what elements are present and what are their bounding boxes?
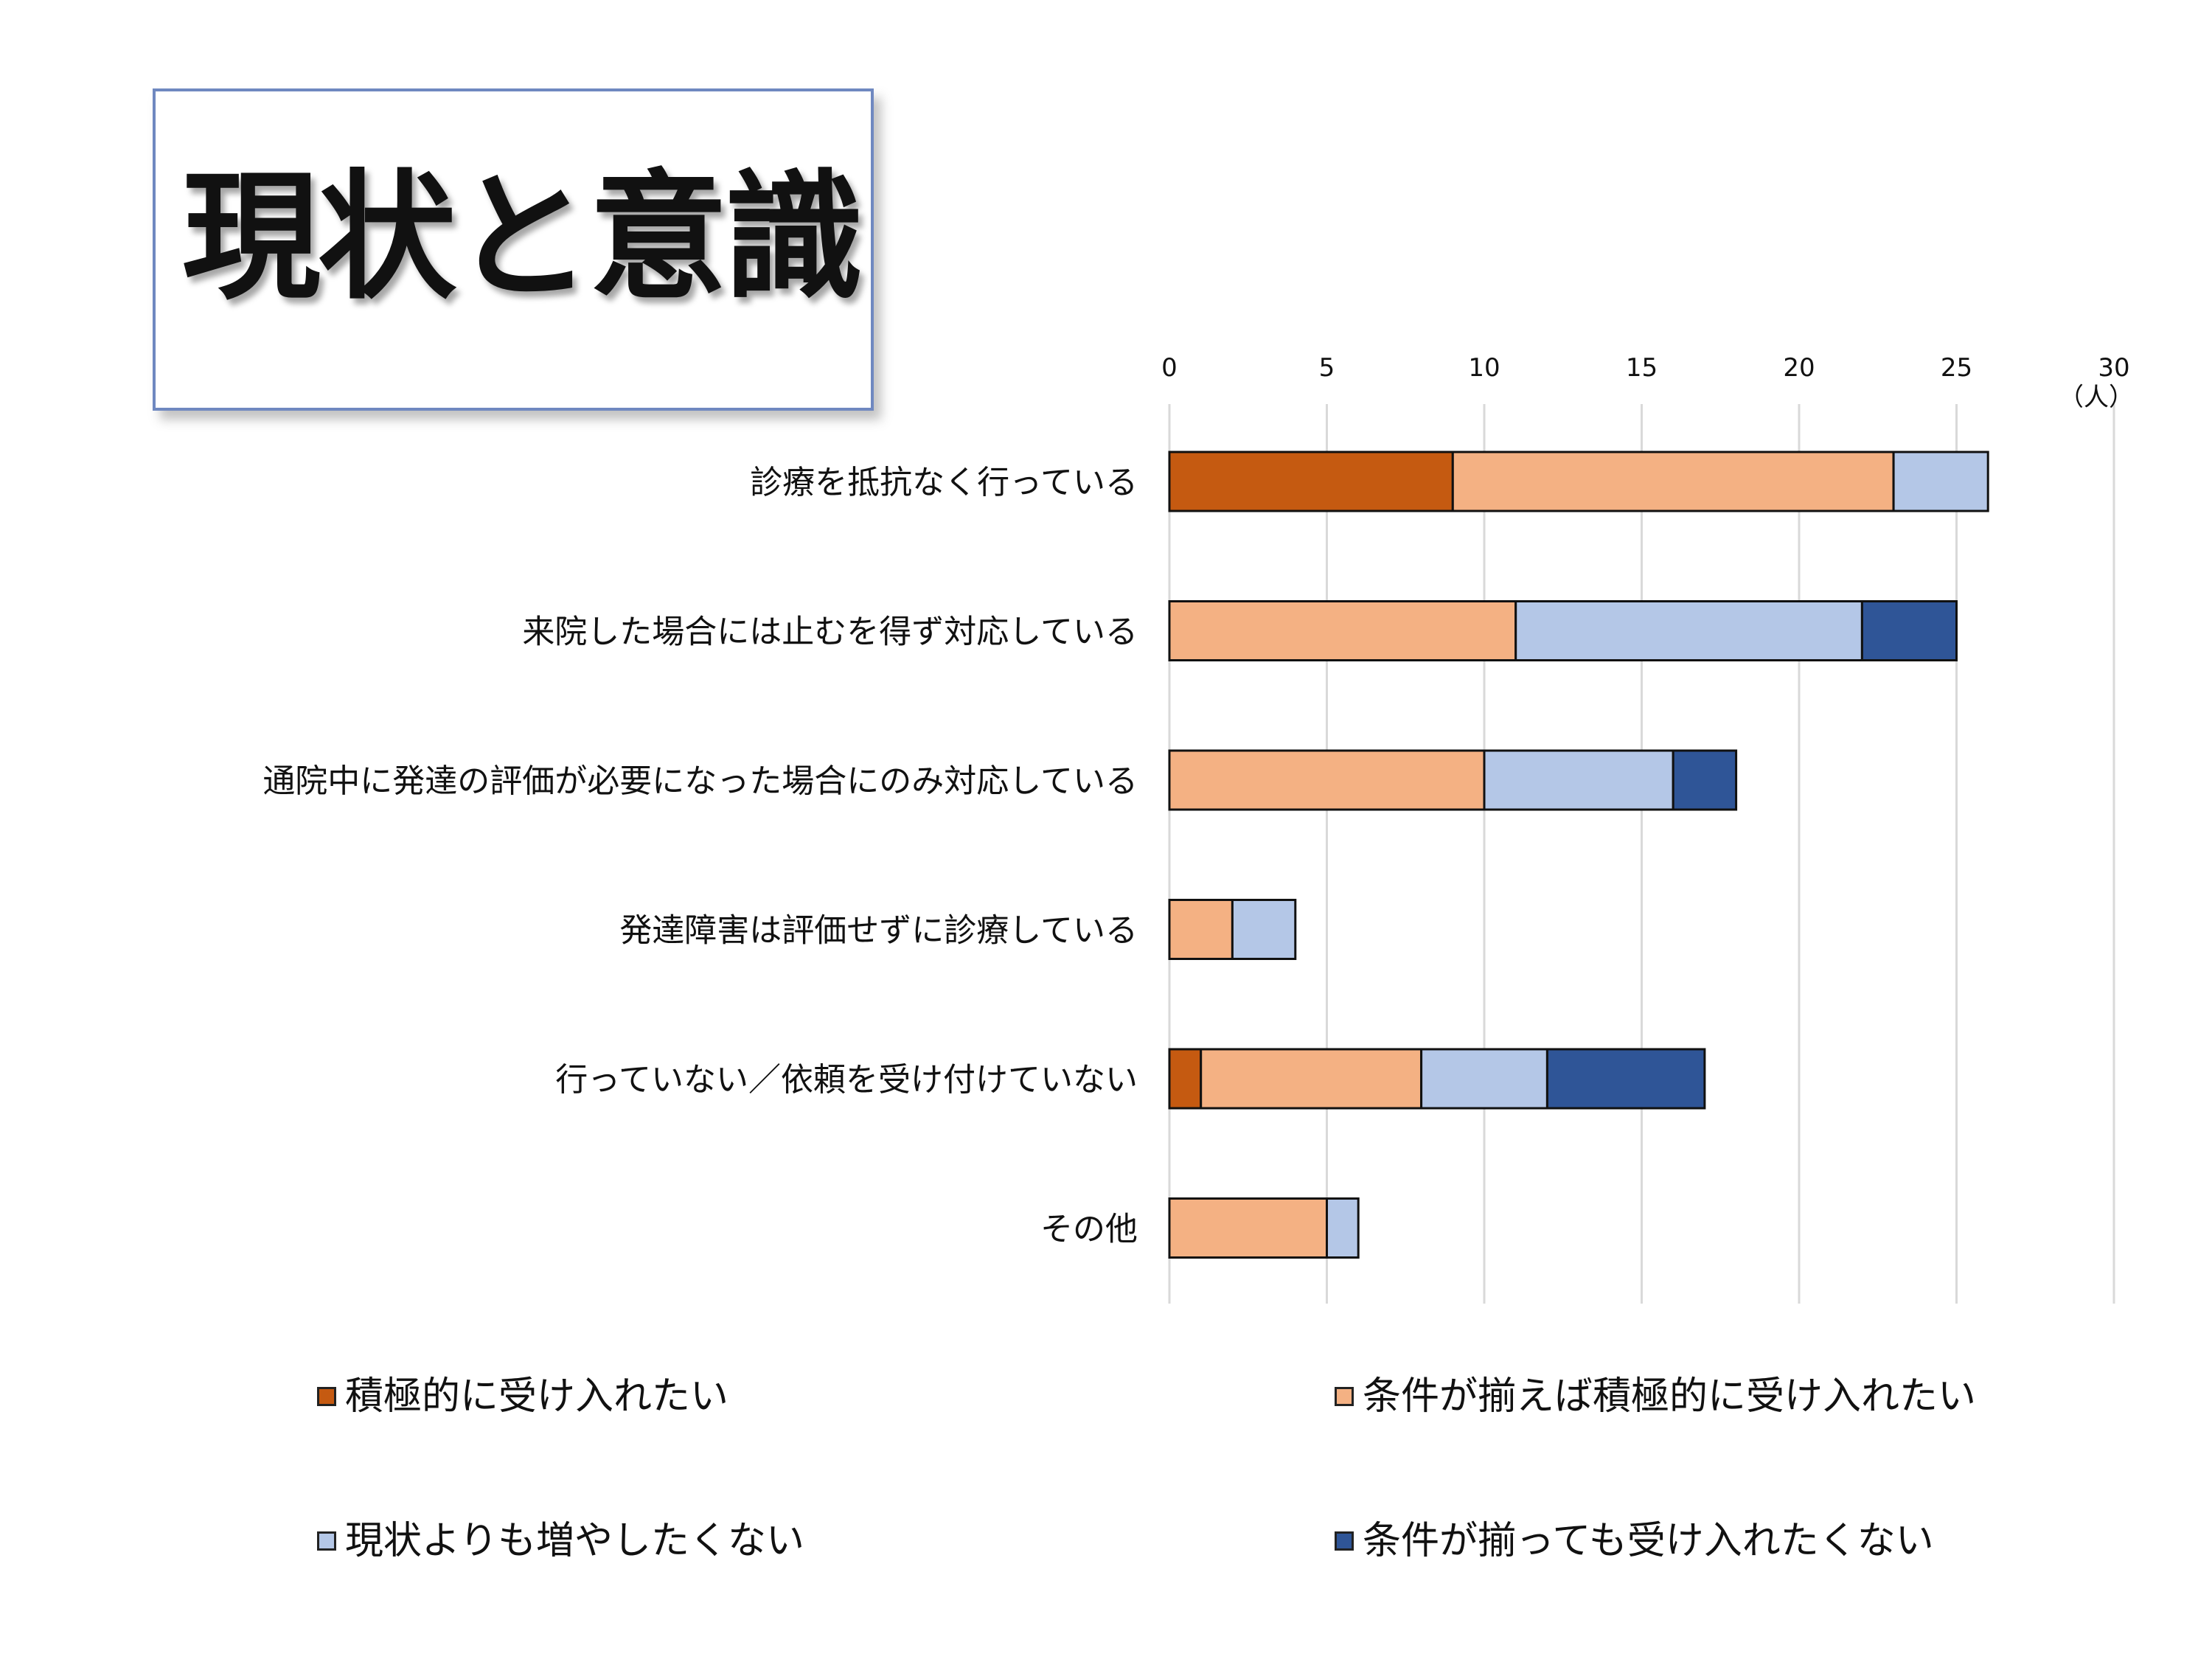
- bar-segment: [1514, 600, 1863, 661]
- bar-segment: [1168, 899, 1234, 960]
- legend-item: 積極的に受け入れたい: [317, 1377, 728, 1416]
- legend-label: 条件が揃っても受け入れたくない: [1363, 1519, 1934, 1563]
- x-tick-label: 5: [1319, 353, 1335, 383]
- legend-swatch: [317, 1387, 336, 1406]
- category-label: 来院した場合には止むを得ず対応している: [522, 613, 1138, 651]
- x-tick-label: 25: [1941, 353, 1972, 383]
- legend-item: 条件が揃えば積極的に受け入れたい: [1335, 1377, 1976, 1416]
- bar-segment: [1892, 451, 1989, 512]
- bar-segment: [1672, 749, 1738, 811]
- category-label: 診療を抵抗なく行っている: [750, 464, 1138, 501]
- legend-swatch: [317, 1531, 336, 1551]
- legend-item: 条件が揃っても受け入れたくない: [1335, 1522, 1934, 1560]
- legend-swatch: [1335, 1531, 1354, 1551]
- bar-segment: [1168, 451, 1454, 512]
- legend-item: 現状よりも増やしたくない: [317, 1522, 804, 1560]
- category-labels: 診療を抵抗なく行っている来院した場合には止むを得ず対応している通院中に発達の評価…: [262, 464, 1138, 1248]
- category-label: その他: [1040, 1211, 1138, 1248]
- bar-segment: [1451, 451, 1895, 512]
- x-tick-label: 30: [2098, 353, 2129, 383]
- category-label: 発達障害は評価せずに診療している: [619, 912, 1138, 950]
- bar-segment: [1326, 1197, 1360, 1259]
- x-axis-unit: （人）: [2059, 383, 2134, 412]
- bar-segment: [1200, 1048, 1423, 1110]
- bars: [1168, 451, 1989, 1259]
- page-title: 現状と意識: [182, 157, 863, 319]
- legend-label: 条件が揃えば積極的に受け入れたい: [1363, 1374, 1977, 1419]
- legend-label: 現状よりも増やしたくない: [345, 1519, 804, 1563]
- bar-segment: [1231, 899, 1297, 960]
- x-tick-label: 10: [1468, 353, 1500, 383]
- gridlines: [1168, 404, 2115, 1304]
- bar-segment: [1860, 600, 1958, 661]
- legend-label: 積極的に受け入れたい: [345, 1374, 729, 1419]
- title-box: 現状と意識: [153, 88, 874, 411]
- category-label: 通院中に発達の評価が必要になった場合にのみ対応している: [262, 762, 1138, 800]
- bar-segment: [1168, 1197, 1328, 1259]
- x-tick-label: 20: [1783, 353, 1815, 383]
- bar-segment: [1168, 600, 1517, 661]
- category-label: 行っていない／依頼を受け付けていない: [555, 1061, 1138, 1099]
- x-tick-label: 15: [1626, 353, 1658, 383]
- bar-segment: [1168, 1048, 1203, 1110]
- bar-segment: [1545, 1048, 1706, 1110]
- x-tick-label: 0: [1161, 353, 1178, 383]
- bar-segment: [1483, 749, 1674, 811]
- bar-segment: [1168, 749, 1486, 811]
- bar-segment: [1420, 1048, 1548, 1110]
- legend-swatch: [1335, 1387, 1354, 1406]
- x-axis-ticks: 0 5 10 15 20 25 30: [1161, 353, 2129, 383]
